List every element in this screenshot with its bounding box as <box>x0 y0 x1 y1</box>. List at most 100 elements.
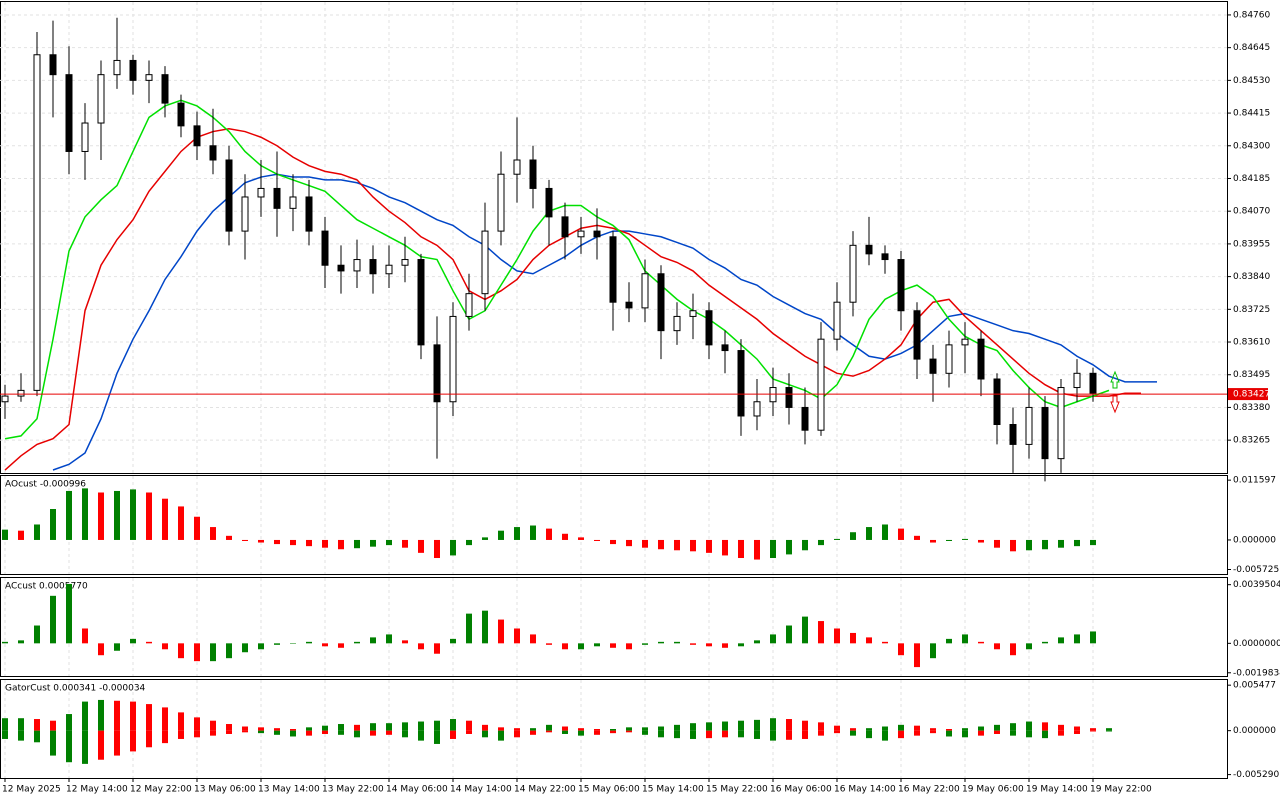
gator-bar <box>562 730 568 734</box>
gator-bar <box>178 712 184 731</box>
histogram-bar <box>914 535 920 540</box>
histogram-bar <box>98 643 104 656</box>
gator-bar <box>786 730 792 740</box>
histogram-bar <box>738 539 744 559</box>
histogram-bar <box>914 643 920 668</box>
histogram-bar <box>226 535 232 540</box>
candle-body <box>513 159 521 175</box>
gator-bar <box>514 728 520 731</box>
histogram-bar <box>498 530 504 540</box>
histogram-bar <box>514 628 520 644</box>
histogram-bar <box>370 637 376 644</box>
gator-bar <box>1074 730 1080 734</box>
histogram-bar <box>306 539 312 547</box>
y-tick-label: 0.000000 <box>1233 726 1276 736</box>
histogram-bar <box>706 539 712 553</box>
gator-bar <box>578 728 584 731</box>
histogram-bar <box>1042 539 1048 550</box>
last-price-box <box>1228 388 1268 401</box>
candle-body <box>961 338 969 346</box>
histogram-bar <box>450 539 456 556</box>
histogram-bar <box>834 538 840 540</box>
x-tick-label: 12 May 2025 <box>2 785 61 795</box>
candle-body <box>721 344 729 352</box>
candle-body <box>1089 372 1097 394</box>
histogram-bar <box>274 643 280 645</box>
candle-body <box>817 338 825 431</box>
gator-bar <box>162 707 168 731</box>
histogram-bar <box>834 628 840 644</box>
histogram-bar <box>434 539 440 559</box>
candle-body <box>321 230 329 266</box>
histogram-bar <box>562 533 568 540</box>
gator-bar <box>98 730 104 760</box>
histogram-bar <box>626 643 632 650</box>
gator-bar <box>418 730 424 741</box>
gator-bar <box>978 726 984 731</box>
histogram-bar <box>482 537 488 540</box>
histogram-bar <box>226 643 232 659</box>
gator-bar <box>834 725 840 731</box>
histogram-bar <box>978 641 984 644</box>
candle-body <box>753 401 761 417</box>
histogram-bar <box>578 537 584 540</box>
gator-bar <box>194 730 200 738</box>
candle-body <box>161 74 169 104</box>
candle-body <box>97 74 105 124</box>
histogram-bar <box>706 643 712 647</box>
gator-bar <box>754 730 760 739</box>
gator-bar <box>1010 730 1016 736</box>
histogram-bar <box>114 643 120 651</box>
candle-body <box>641 273 649 309</box>
candle-body <box>625 301 633 309</box>
candle-body <box>673 315 681 332</box>
x-tick-label: 15 May 14:00 <box>642 785 704 795</box>
gator-bar <box>178 730 184 739</box>
gator-bar <box>722 721 728 731</box>
gator-bar <box>1042 730 1048 739</box>
histogram-bar <box>898 643 904 656</box>
candle-body <box>913 310 921 360</box>
gator-bar <box>434 720 440 731</box>
histogram-bar <box>18 530 24 540</box>
histogram-bar <box>1090 539 1096 546</box>
y-tick-label: 0.84530 <box>1233 76 1270 86</box>
y-tick-label: 0.011597 <box>1233 476 1276 486</box>
histogram-bar <box>994 539 1000 548</box>
gator-bar <box>914 730 920 736</box>
histogram-bar <box>50 509 56 540</box>
histogram-bar <box>98 492 104 540</box>
gator-bar <box>210 730 216 736</box>
histogram-bar <box>658 539 664 550</box>
candle-body <box>993 378 1001 426</box>
histogram-bar <box>146 641 152 644</box>
histogram-bar <box>2 529 8 540</box>
gator-bar <box>722 730 728 738</box>
gator-bar <box>738 730 744 738</box>
gator-bar <box>930 730 936 734</box>
histogram-bar <box>210 643 216 662</box>
gator-bar <box>50 730 56 756</box>
x-tick-label: 16 May 22:00 <box>898 785 960 795</box>
signal-arrows <box>1110 370 1120 414</box>
candle-body <box>33 54 41 391</box>
last-price-label: 0.83427 <box>1233 390 1270 400</box>
gator-bar <box>34 719 40 731</box>
x-tick-label: 14 May 06:00 <box>386 785 448 795</box>
candle-body <box>113 59 121 76</box>
gator-bar <box>1106 730 1112 732</box>
y-tick-label: 0.84300 <box>1233 141 1270 151</box>
histogram-bar <box>658 641 664 644</box>
y-tick-label: 0.84070 <box>1233 207 1270 217</box>
histogram-bar <box>82 628 88 644</box>
x-tick-label: 16 May 06:00 <box>770 785 832 795</box>
candle-body <box>1025 406 1033 445</box>
histogram-bar <box>818 539 824 546</box>
histogram-bar <box>370 539 376 547</box>
panel-frame <box>0 1 1228 474</box>
histogram-bar <box>450 638 456 644</box>
gator-bar <box>82 701 88 731</box>
gator-bar <box>594 729 600 731</box>
buy-arrow <box>1110 370 1120 389</box>
